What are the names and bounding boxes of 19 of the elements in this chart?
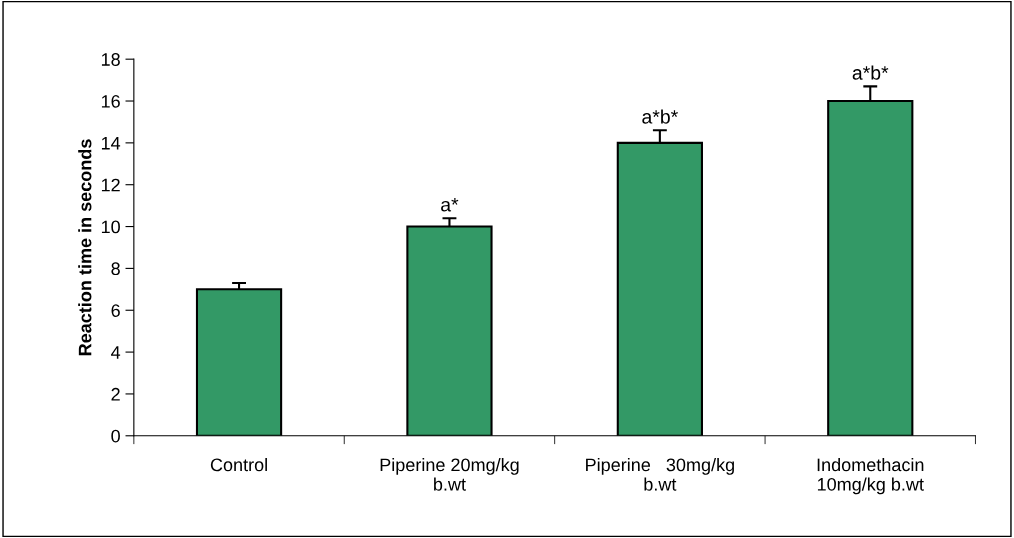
y-tick-label: 2: [111, 387, 120, 401]
annotation: a*b*: [852, 65, 889, 80]
y-tick-label: 18: [101, 53, 120, 66]
x-tick-label: Indomethacin 10mg/kg b.wt: [817, 458, 924, 495]
x-tick-label: Piperine 20mg/kg b.wt: [380, 458, 519, 491]
y-tick-label: 16: [101, 94, 120, 108]
bar: [195, 288, 283, 436]
annotation: a*: [441, 198, 459, 212]
y-tick-label: 10: [101, 220, 120, 234]
annotation: a*b*: [642, 109, 678, 124]
y-tick-label: 14: [101, 136, 121, 150]
x-tick-label: Piperine 30mg/kg b.wt: [586, 458, 734, 491]
y-tick-label: 0: [111, 429, 120, 443]
y-tick-label: 8: [111, 262, 120, 276]
y-axis-title: Reaction time in seconds: [78, 139, 92, 356]
y-tick-label: 12: [101, 178, 120, 192]
x-tick-label: Control: [210, 458, 267, 472]
y-tick-label: 6: [111, 304, 120, 317]
y-tick-label: 4: [111, 346, 121, 359]
